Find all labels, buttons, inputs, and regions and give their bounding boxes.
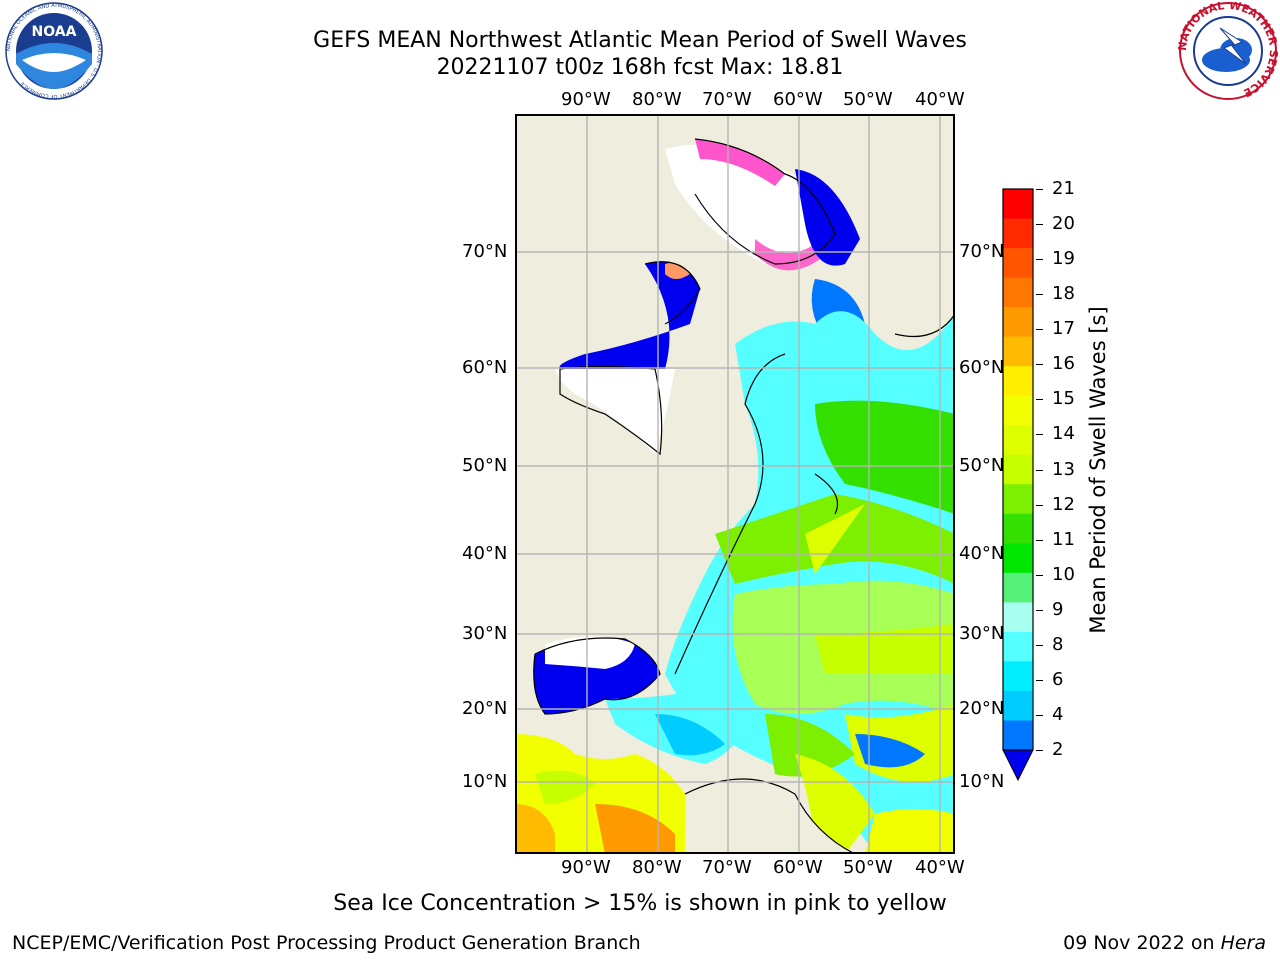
colorbar-tick-mark [1036, 644, 1043, 646]
colorbar-tick-label: 6 [1052, 668, 1064, 690]
lat-label-right-50n: 50°N [959, 455, 1005, 476]
lat-label-right-60n: 60°N [959, 357, 1005, 378]
lon-label-top-90w: 90°W [561, 89, 611, 110]
colorbar-tick-mark [1036, 609, 1043, 611]
colorbar-tick-mark [1036, 504, 1043, 506]
colorbar-tick-label: 11 [1052, 528, 1075, 550]
lat-label-left-50n: 50°N [462, 455, 508, 476]
colorbar-tick-label: 10 [1052, 563, 1075, 585]
colorbar-segment [1003, 572, 1033, 603]
lon-label-top-40w: 40°W [915, 89, 965, 110]
chart-title: GEFS MEAN Northwest Atlantic Mean Period… [313, 28, 967, 53]
colorbar [1002, 188, 1034, 782]
colorbar-segment [1003, 484, 1033, 515]
lon-label-top-50w: 50°W [843, 89, 893, 110]
lat-label-left-30n: 30°N [462, 623, 508, 644]
colorbar-tick-mark [1036, 750, 1043, 751]
colorbar-segment [1003, 661, 1033, 692]
colorbar-tick-mark [1036, 679, 1043, 681]
colorbar-tick-label: 21 [1052, 178, 1075, 199]
footer-date-text: 09 Nov 2022 on [1063, 932, 1221, 954]
colorbar-segment [1003, 189, 1033, 220]
colorbar-segment [1003, 720, 1033, 751]
lon-label-top-60w: 60°W [773, 89, 823, 110]
colorbar-tick-label: 14 [1052, 423, 1075, 445]
lat-label-right-30n: 30°N [959, 623, 1005, 644]
colorbar-tick-label: 2 [1052, 739, 1064, 760]
colorbar-segment [1003, 602, 1033, 633]
nws-logo: NATIONAL WEATHER SERVICE [1176, 2, 1280, 100]
colorbar-tick-mark [1036, 574, 1043, 576]
colorbar-tick-mark [1036, 469, 1043, 471]
lon-label-bottom-60w: 60°W [773, 857, 823, 878]
colorbar-tick-label: 8 [1052, 633, 1064, 655]
lon-label-bottom-80w: 80°W [632, 857, 682, 878]
colorbar-segment [1003, 277, 1033, 308]
colorbar-tick-mark [1036, 714, 1043, 716]
colorbar-segment [1003, 631, 1033, 662]
colorbar-segments [1003, 189, 1033, 751]
lat-label-left-60n: 60°N [462, 357, 508, 378]
noaa-logo-text: NOAA [32, 24, 77, 40]
footer-date: 09 Nov 2022 on Hera [1063, 932, 1266, 954]
footer-credit: NCEP/EMC/Verification Post Processing Pr… [12, 932, 641, 954]
colorbar-tick-label: 17 [1052, 318, 1075, 340]
footer-host: Hera [1220, 932, 1266, 954]
lon-label-bottom-50w: 50°W [843, 857, 893, 878]
colorbar-tick-label: 19 [1052, 248, 1075, 270]
colorbar-tick-label: 18 [1052, 283, 1075, 305]
lat-label-right-70n: 70°N [959, 241, 1005, 262]
colorbar-segment [1003, 336, 1033, 367]
colorbar-tick-label: 16 [1052, 353, 1075, 375]
colorbar-tick-mark [1036, 189, 1043, 190]
colorbar-tick-label: 9 [1052, 598, 1064, 620]
colorbar-segment [1003, 690, 1033, 721]
colorbar-segment [1003, 454, 1033, 485]
lon-label-bottom-40w: 40°W [915, 857, 965, 878]
colorbar-segment [1003, 248, 1033, 279]
lat-label-right-10n: 10°N [959, 771, 1005, 792]
colorbar-tick-label: 13 [1052, 458, 1075, 480]
colorbar-segment [1003, 218, 1033, 249]
lon-label-bottom-90w: 90°W [561, 857, 611, 878]
map-frame [515, 114, 955, 854]
lon-label-bottom-70w: 70°W [702, 857, 752, 878]
colorbar-segment [1003, 513, 1033, 544]
gulf-of-mexico [533, 636, 755, 764]
colorbar-tick-label: 15 [1052, 388, 1075, 410]
colorbar-label: Mean Period of Swell Waves [s] [1086, 306, 1110, 634]
coastlines [533, 138, 955, 854]
colorbar-tick-mark [1036, 224, 1043, 226]
chart-subtitle: 20221107 t00z 168h fcst Max: 18.81 [436, 55, 844, 80]
colorbar-tick-mark [1036, 329, 1043, 331]
map-panel [515, 114, 955, 854]
colorbar-segment [1003, 425, 1033, 456]
graticule [515, 114, 955, 854]
colorbar-tick-mark [1036, 364, 1043, 366]
lat-label-left-20n: 20°N [462, 698, 508, 719]
colorbar-tick-label: 4 [1052, 703, 1064, 725]
lat-label-left-70n: 70°N [462, 241, 508, 262]
lat-label-left-10n: 10°N [462, 771, 508, 792]
colorbar-segment [1003, 307, 1033, 338]
colorbar-tick-mark [1036, 539, 1043, 541]
noaa-logo: NOAA NATIONAL OCEANIC AND ATMOSPHERIC AD… [5, 2, 103, 100]
lon-label-top-80w: 80°W [632, 89, 682, 110]
lat-label-right-40n: 40°N [959, 543, 1005, 564]
colorbar-segment [1003, 395, 1033, 426]
colorbar-tick-label: 12 [1052, 493, 1075, 515]
colorbar-extend-triangle [1002, 749, 1034, 782]
lat-label-left-40n: 40°N [462, 543, 508, 564]
colorbar-tick-mark [1036, 434, 1043, 436]
sea-ice-caption: Sea Ice Concentration > 15% is shown in … [333, 891, 947, 916]
colorbar-tick-label: 20 [1052, 213, 1075, 235]
colorbar-segment [1003, 543, 1033, 574]
lat-label-right-20n: 20°N [959, 698, 1005, 719]
colorbar-segment [1003, 366, 1033, 397]
colorbar-tick-mark [1036, 399, 1043, 401]
colorbar-frame [1002, 188, 1034, 751]
lon-label-top-70w: 70°W [702, 89, 752, 110]
colorbar-tick-mark [1036, 259, 1043, 261]
colorbar-tick-mark [1036, 294, 1043, 296]
